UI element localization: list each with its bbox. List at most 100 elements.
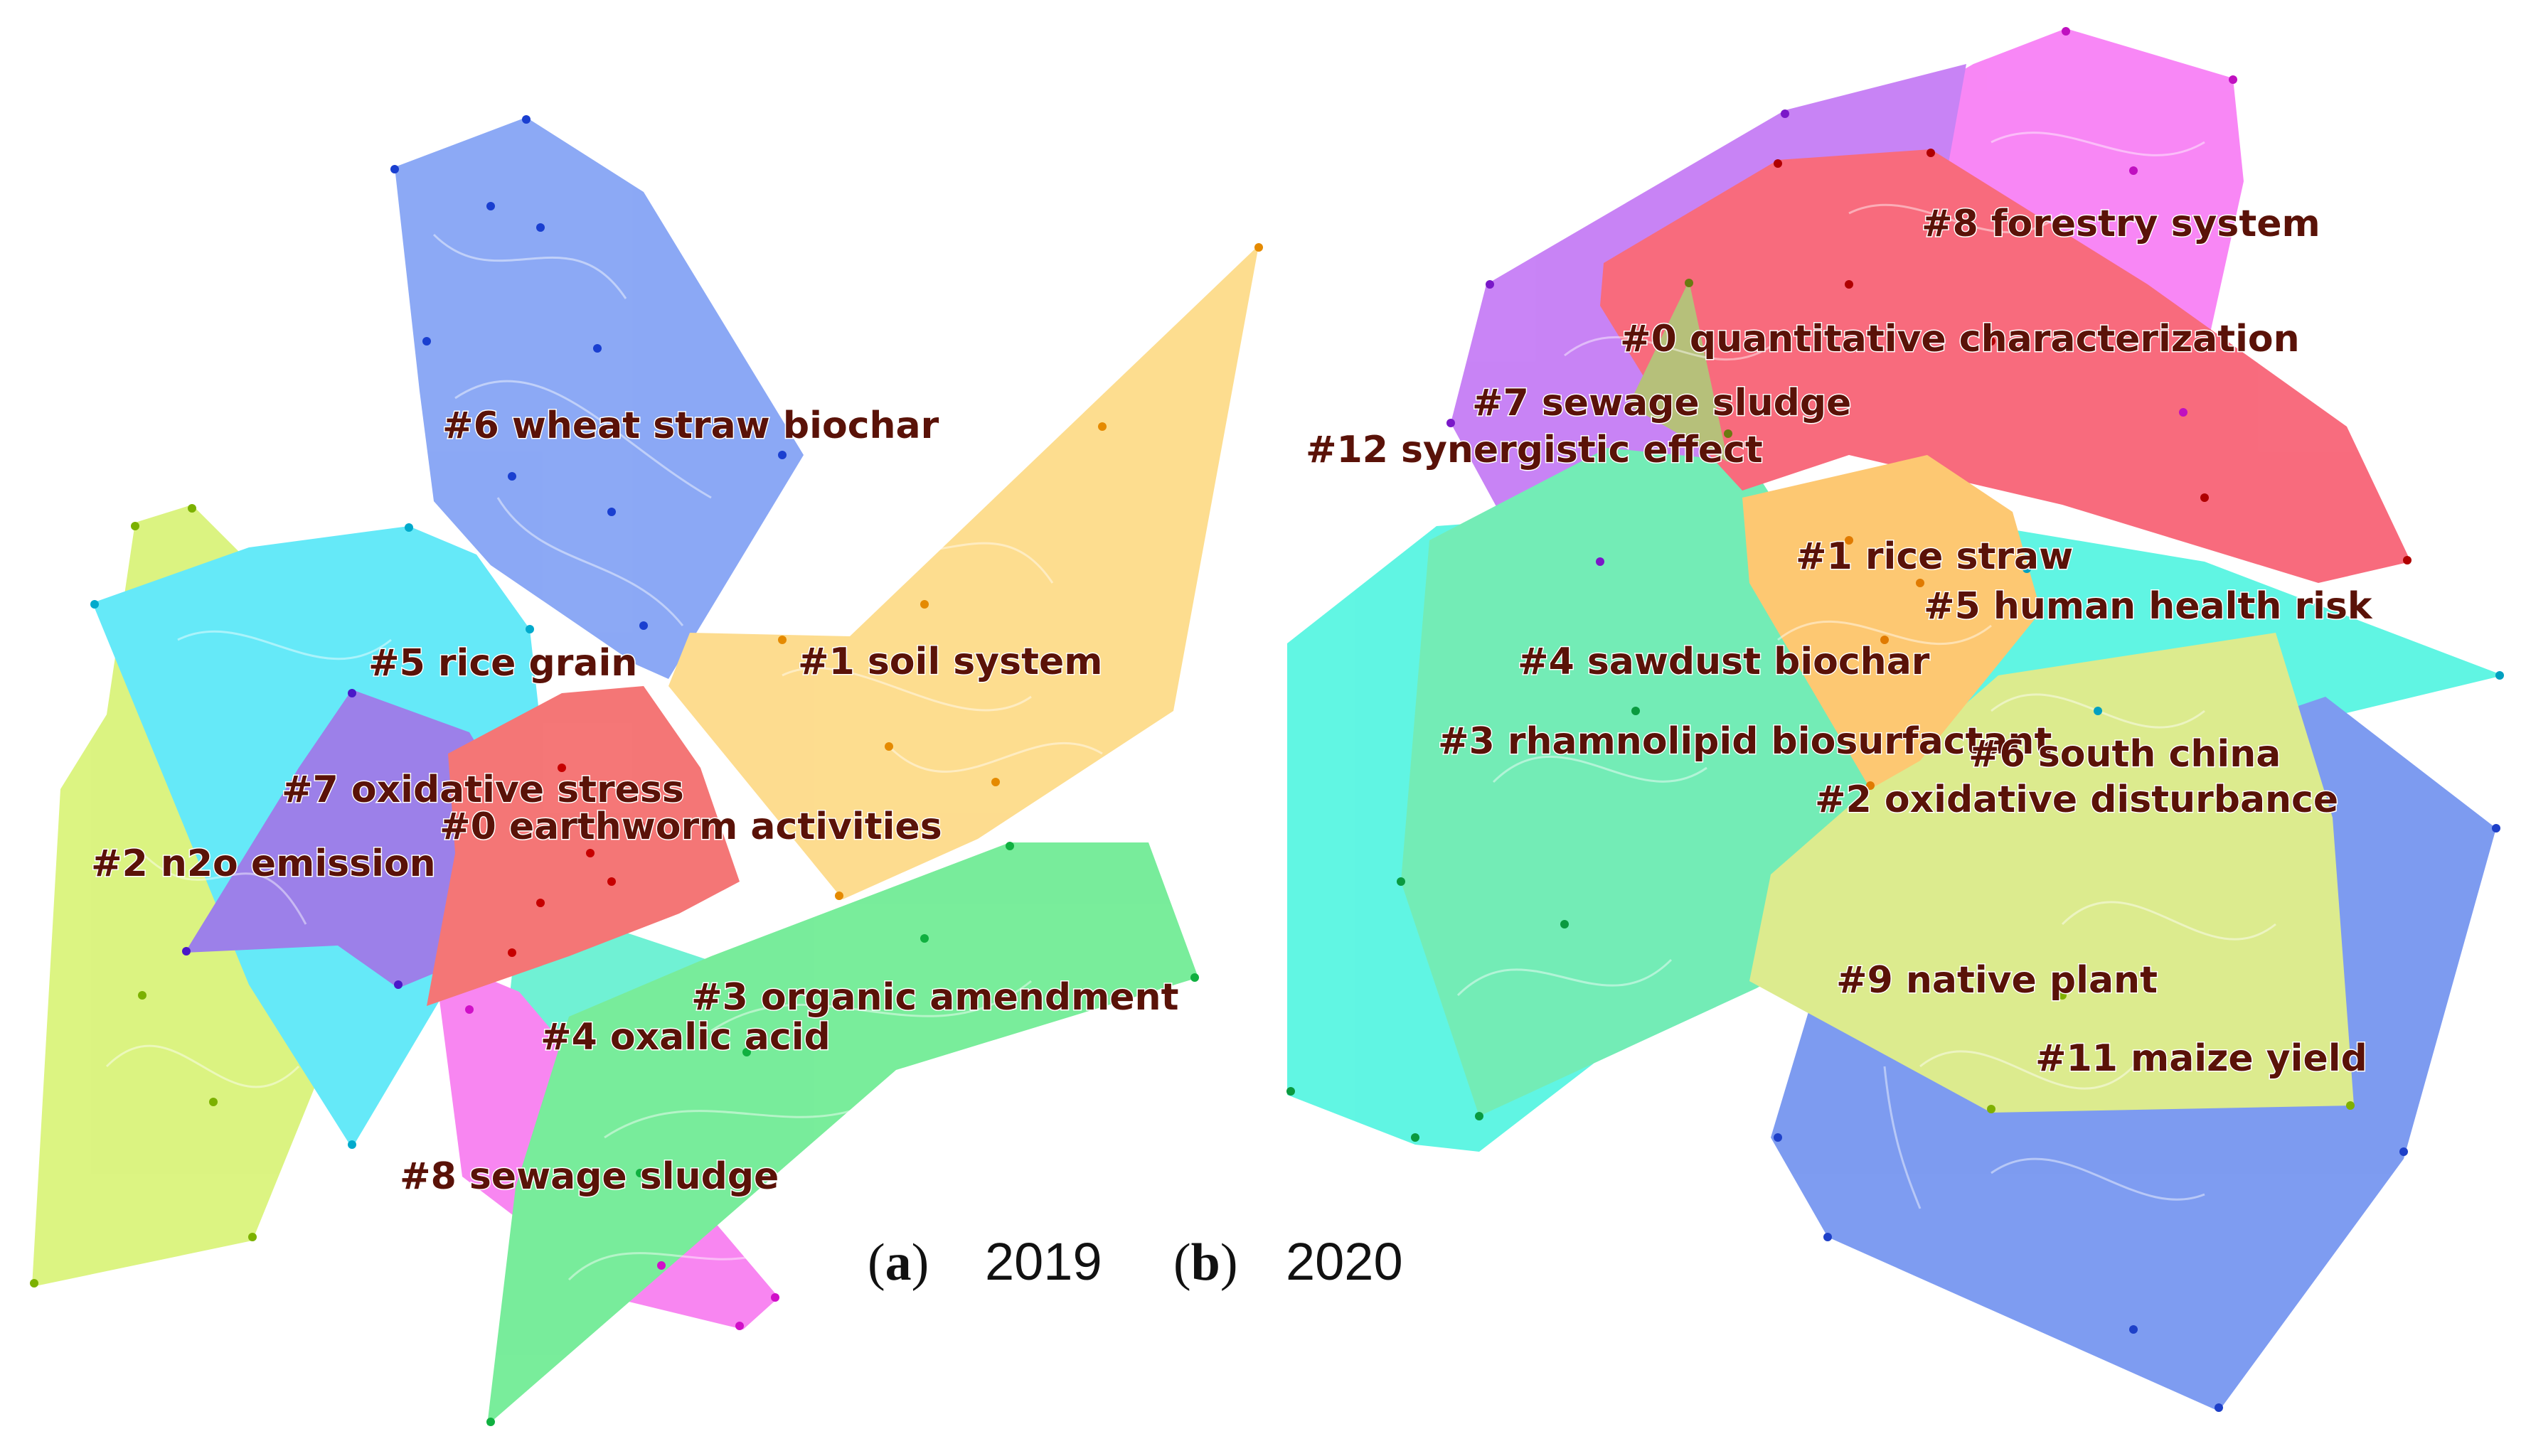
link bbox=[888, 742, 1103, 773]
hull-a-6 bbox=[395, 117, 804, 679]
link bbox=[1456, 958, 1673, 997]
panel-b: #8 forestry system #0 quantitative chara… bbox=[1286, 27, 2504, 1412]
cluster-label: #3 organic amendment bbox=[691, 976, 1178, 1019]
node bbox=[138, 991, 146, 1000]
node bbox=[2129, 166, 2138, 175]
link bbox=[567, 1208, 819, 1281]
node bbox=[1774, 1133, 1782, 1142]
hull-a-3 bbox=[487, 842, 1198, 1425]
hull-b-0 bbox=[1600, 149, 2411, 583]
node bbox=[1397, 877, 1405, 886]
node bbox=[636, 1169, 644, 1177]
node bbox=[486, 1418, 495, 1426]
node bbox=[248, 1233, 257, 1241]
panel-a-letter: a bbox=[885, 1233, 912, 1292]
panel-a-nodes bbox=[30, 115, 1263, 1426]
node bbox=[1411, 1133, 1419, 1142]
node bbox=[558, 764, 566, 772]
node bbox=[1006, 842, 1014, 850]
svg-text:(a): (a) bbox=[868, 1233, 929, 1292]
node bbox=[1596, 557, 1604, 566]
node bbox=[657, 1261, 666, 1270]
node bbox=[735, 1322, 744, 1330]
link bbox=[1848, 203, 2063, 234]
node bbox=[182, 947, 191, 956]
node bbox=[1845, 280, 1853, 289]
panel-b-nodes bbox=[1286, 27, 2504, 1412]
node bbox=[2495, 671, 2504, 680]
node bbox=[1880, 636, 1889, 644]
node bbox=[2200, 493, 2209, 502]
cluster-label: #7 sewage sludge bbox=[1472, 382, 1851, 424]
panel-a-links bbox=[105, 233, 1103, 1281]
node bbox=[778, 451, 787, 459]
node bbox=[1724, 429, 1732, 438]
cluster-label: #0 quantitative characterization bbox=[1620, 318, 2300, 360]
node bbox=[209, 1098, 218, 1106]
hull-b-11 bbox=[1749, 633, 2354, 1113]
node bbox=[2129, 1325, 2138, 1334]
node bbox=[131, 522, 139, 530]
panel-b-labels: #8 forestry system #0 quantitative chara… bbox=[1305, 202, 2375, 1081]
node bbox=[508, 472, 516, 481]
node bbox=[742, 1048, 751, 1056]
link bbox=[604, 1065, 926, 1139]
cluster-label: #7 oxidative stress bbox=[282, 769, 684, 811]
node bbox=[1823, 1233, 1832, 1241]
node bbox=[1845, 536, 1853, 545]
node bbox=[30, 1279, 38, 1288]
node bbox=[593, 344, 602, 353]
node bbox=[1987, 337, 1995, 346]
node bbox=[1916, 579, 1924, 587]
link bbox=[782, 667, 1032, 712]
cluster-label: #6 wheat straw biochar bbox=[442, 405, 939, 447]
node bbox=[1446, 419, 1455, 427]
node bbox=[1190, 973, 1199, 982]
cluster-label: #2 n2o emission bbox=[91, 842, 436, 885]
hull-a-0 bbox=[427, 686, 740, 1006]
cluster-label: #0 earthworm activities bbox=[439, 805, 942, 848]
link bbox=[454, 380, 712, 499]
node bbox=[1560, 920, 1569, 928]
hull-a-7 bbox=[185, 690, 512, 988]
node bbox=[422, 337, 431, 346]
node bbox=[1486, 280, 1494, 289]
cluster-label: #3 rhamnolipid biosurfactant bbox=[1438, 720, 2052, 763]
node bbox=[1774, 159, 1782, 168]
link bbox=[1883, 1066, 1922, 1209]
node bbox=[536, 223, 545, 232]
panel-a: #6 wheat straw biochar #1 soil system #5… bbox=[30, 115, 1263, 1426]
panel-b-hulls bbox=[1287, 28, 2503, 1411]
node bbox=[1254, 243, 1263, 252]
node bbox=[639, 621, 648, 630]
link bbox=[1777, 620, 1992, 646]
node bbox=[2346, 1101, 2355, 1110]
node bbox=[885, 742, 893, 751]
node bbox=[1286, 1087, 1295, 1096]
panel-a-year: 2019 bbox=[985, 1232, 1102, 1291]
node bbox=[2403, 556, 2412, 564]
node bbox=[586, 849, 595, 857]
cluster-label: #2 oxidative disturbance bbox=[1815, 778, 2338, 821]
svg-text:(b): (b) bbox=[1173, 1233, 1237, 1292]
node bbox=[2179, 408, 2187, 417]
node bbox=[486, 202, 495, 210]
node bbox=[188, 504, 196, 513]
node bbox=[1866, 781, 1875, 790]
node bbox=[2399, 1147, 2408, 1156]
node bbox=[2058, 991, 2067, 1000]
node bbox=[2215, 1403, 2223, 1412]
cluster-label: #12 synergistic effect bbox=[1306, 429, 1763, 471]
cluster-label: #4 sawdust biochar bbox=[1518, 641, 1930, 683]
link bbox=[1991, 1157, 2205, 1201]
node bbox=[778, 636, 787, 644]
link bbox=[710, 980, 1032, 1032]
link bbox=[1564, 336, 1779, 361]
link bbox=[105, 1044, 300, 1088]
node bbox=[405, 523, 413, 532]
hull-b-12 bbox=[1629, 281, 1728, 462]
link bbox=[177, 630, 392, 660]
node bbox=[1927, 149, 1935, 157]
link bbox=[141, 852, 307, 925]
